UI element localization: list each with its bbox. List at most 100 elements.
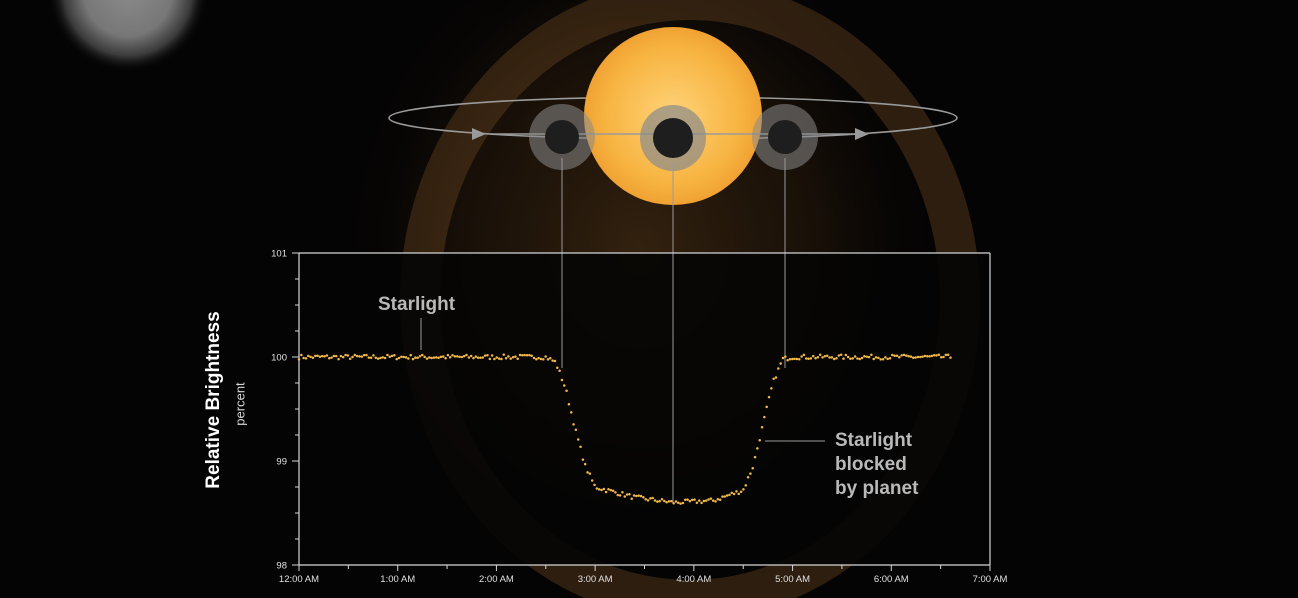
data-point [635,494,638,498]
data-point [400,355,403,358]
data-point [902,353,906,357]
data-point [863,355,866,358]
data-point [348,357,352,361]
data-point [504,357,508,360]
data-point [595,487,599,490]
data-point [318,355,322,359]
data-point [467,356,471,359]
data-point [737,492,741,496]
data-point [593,483,596,487]
data-point [667,500,671,503]
data-point [476,356,480,359]
data-point [946,353,950,357]
data-point [874,356,878,359]
data-point [779,362,782,365]
data-point [697,499,701,502]
data-point [688,499,692,503]
data-point [630,497,633,501]
data-point [744,484,747,487]
data-point [581,458,585,461]
data-point [376,357,380,360]
blocked-annotation-line-3: by planet [835,478,919,499]
data-point [709,497,713,500]
data-point [576,438,580,441]
data-point [711,499,715,502]
x-tick-label: 2:00 AM [479,574,514,585]
data-point [588,472,592,475]
data-point [914,356,917,359]
data-point [670,499,673,503]
data-point [530,354,533,358]
data-point [302,356,305,360]
data-point [458,355,461,359]
data-point [460,355,464,359]
data-point [723,495,727,498]
data-point [563,384,566,387]
data-point [509,357,512,360]
data-point [821,356,824,359]
starlight-annotation: Starlight [378,294,456,315]
data-point [649,497,652,500]
data-point [523,353,526,357]
data-point [330,356,333,359]
data-point [865,355,868,358]
data-point [632,494,636,497]
data-point [784,355,787,358]
data-point [528,353,531,357]
y-axis-label: Relative Brightness [203,311,224,489]
data-point [556,366,559,369]
data-point [798,358,801,361]
data-point [653,499,657,502]
data-point [432,356,436,359]
data-point [546,358,550,361]
data-point [309,355,312,359]
data-point [856,357,859,360]
data-point [518,353,522,357]
data-point [609,488,613,492]
data-point [642,496,645,499]
data-point [430,356,433,360]
data-point [753,455,757,459]
data-point [442,355,445,358]
blocked-annotation-line-2: blocked [835,454,907,475]
data-point [707,498,710,501]
data-point [770,387,773,390]
data-point [823,354,827,358]
data-point [684,498,687,501]
data-point [728,493,731,497]
data-point [355,354,359,358]
data-point [721,495,724,498]
data-point [362,353,366,357]
data-point [909,355,913,358]
data-point [651,496,654,500]
data-point [567,403,571,406]
y-tick-label: 101 [271,249,287,260]
data-point [381,356,385,359]
data-point [777,367,780,370]
data-point [944,353,948,357]
data-point [414,356,417,359]
data-point [486,353,489,357]
data-point [358,355,361,358]
data-point [860,356,864,360]
data-point [397,356,401,360]
data-point [693,498,696,501]
data-point [702,499,706,503]
data-point [332,354,336,358]
data-point [553,359,557,363]
data-point [604,490,608,494]
data-point [497,357,501,360]
data-point [800,355,803,358]
orbit-arrow-left [472,128,486,140]
data-point [488,357,492,361]
data-point [730,491,734,495]
data-point [818,353,822,356]
data-point [625,493,629,496]
data-point [597,488,601,491]
data-point [346,354,350,357]
data-point [437,356,440,360]
data-point [912,356,915,359]
data-point [379,356,382,360]
data-point [425,357,429,360]
